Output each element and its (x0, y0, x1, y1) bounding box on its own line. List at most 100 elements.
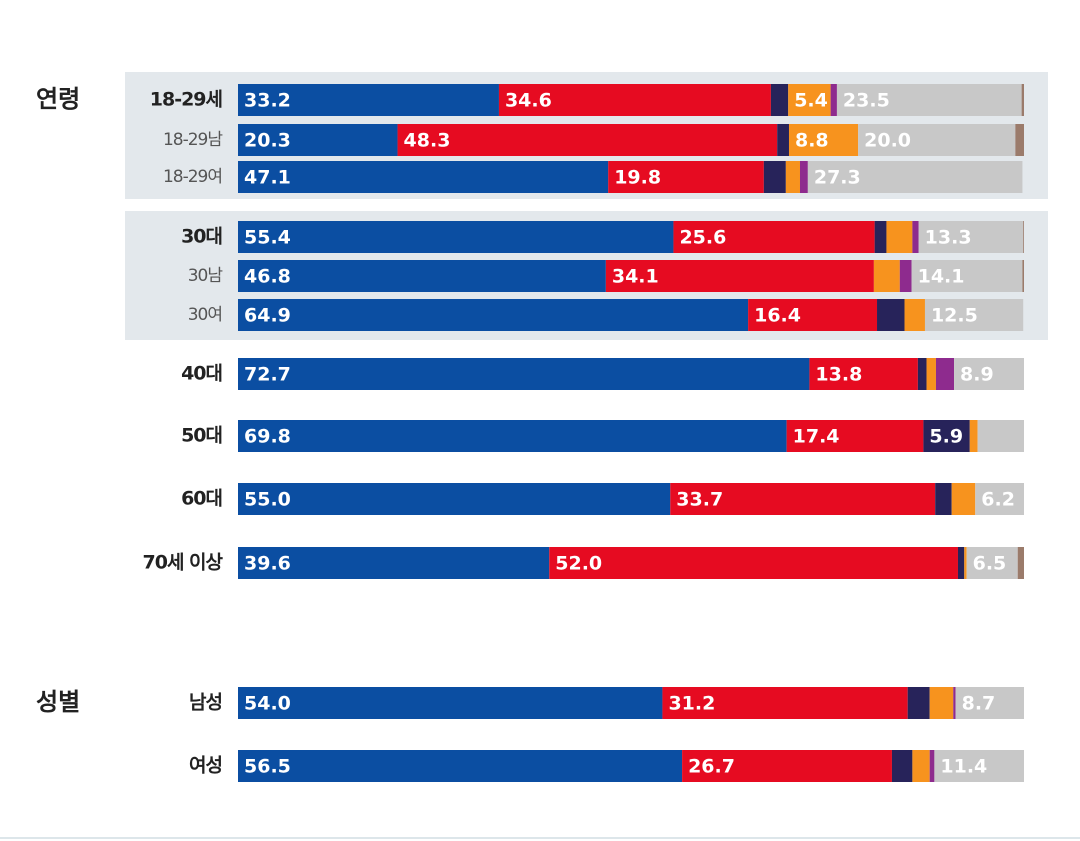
value-label: 25.6 (679, 227, 726, 249)
bar-segment (966, 547, 1018, 579)
value-label: 26.7 (688, 756, 735, 778)
value-label: 11.4 (940, 756, 987, 778)
value-label: 20.3 (244, 130, 291, 152)
value-label: 72.7 (244, 364, 291, 386)
bar-segment (918, 221, 1024, 253)
value-label: 13.8 (815, 364, 862, 386)
bar-segment (662, 687, 908, 719)
bar-segment (498, 84, 771, 116)
row-label: 30대 (181, 226, 222, 248)
bar-segment (788, 124, 859, 156)
bar-segment (777, 124, 789, 156)
bar-segment (670, 483, 936, 515)
value-label: 34.6 (505, 90, 552, 112)
bar-segment (969, 420, 978, 452)
bar-segment (957, 547, 965, 579)
value-label: 52.0 (555, 553, 602, 575)
row-label: 40대 (181, 363, 222, 385)
bar-segment (1021, 84, 1024, 116)
bar-segment (912, 750, 930, 782)
value-label: 33.2 (244, 90, 291, 112)
group-label: 연령 (36, 85, 80, 113)
value-label: 17.4 (793, 426, 840, 448)
bar-segment (977, 420, 1024, 452)
bar-segment (1017, 547, 1024, 579)
row-label: 60대 (181, 488, 222, 510)
bar-segment (917, 358, 927, 390)
value-label: 39.6 (244, 553, 291, 575)
bar-segment (238, 260, 606, 292)
row-label: 70세 이상 (143, 552, 224, 574)
value-label: 8.9 (960, 364, 994, 386)
value-label: 8.7 (962, 693, 996, 715)
bar-segment (929, 750, 935, 782)
bar-segment (877, 299, 905, 331)
bar-segment (953, 687, 956, 719)
value-label: 55.4 (244, 227, 291, 249)
bar-segment (964, 547, 967, 579)
bar-segment (608, 161, 764, 193)
row-label: 남성 (189, 692, 222, 714)
value-label: 6.5 (973, 553, 1007, 575)
value-label: 23.5 (843, 90, 890, 112)
value-label: 12.5 (931, 305, 978, 327)
bar-segment (238, 124, 398, 156)
bar-segment (807, 161, 1023, 193)
bar-segment (951, 483, 976, 515)
bar-segment (911, 260, 1023, 292)
value-label: 34.1 (612, 266, 659, 288)
bar-segment (238, 161, 609, 193)
bar-segment (923, 420, 970, 452)
row-label: 30남 (188, 266, 224, 286)
value-label: 5.9 (929, 426, 963, 448)
value-label: 69.8 (244, 426, 291, 448)
bar-segment (924, 299, 1024, 331)
bar-segment (238, 358, 810, 390)
value-label: 46.8 (244, 266, 291, 288)
value-label: 8.8 (795, 130, 829, 152)
row-label: 30여 (188, 305, 222, 325)
bar-segment (858, 124, 1016, 156)
bar-segment (935, 483, 952, 515)
bar-segment (934, 750, 1024, 782)
bar-segment (904, 299, 925, 331)
value-label: 48.3 (404, 130, 451, 152)
bar-segment (238, 687, 663, 719)
value-label: 54.0 (244, 693, 291, 715)
bar-segment (907, 687, 930, 719)
value-label: 19.8 (614, 167, 661, 189)
value-label: 31.2 (668, 693, 715, 715)
bar-segment (238, 483, 671, 515)
bar-segment (748, 299, 878, 331)
bar-segment (929, 687, 954, 719)
value-label: 56.5 (244, 756, 291, 778)
bar-segment (1023, 221, 1024, 253)
bar-segment (955, 687, 1024, 719)
value-label: 16.4 (754, 305, 801, 327)
bar-segment (549, 547, 958, 579)
group-label: 성별 (36, 688, 80, 716)
value-label: 64.9 (244, 305, 291, 327)
bar-segment (926, 358, 936, 390)
bar-segment (397, 124, 778, 156)
row-label: 18-29남 (163, 130, 223, 150)
value-label: 13.3 (925, 227, 972, 249)
bar-segment (788, 84, 831, 116)
bar-segment (673, 221, 875, 253)
row-label: 18-29세 (150, 89, 222, 111)
bar-segment (770, 84, 789, 116)
value-label: 5.4 (794, 90, 828, 112)
bar-segment (912, 221, 919, 253)
row-label: 18-29여 (163, 167, 222, 187)
bar-segment (238, 221, 674, 253)
value-label: 6.2 (981, 489, 1015, 511)
value-label: 47.1 (244, 167, 291, 189)
bar-segment (799, 161, 808, 193)
bar-segment (873, 260, 900, 292)
bar-segment (899, 260, 912, 292)
bar-segment (238, 750, 683, 782)
bar-segment (891, 750, 913, 782)
bar-segment (785, 161, 800, 193)
bar-segment (786, 420, 924, 452)
